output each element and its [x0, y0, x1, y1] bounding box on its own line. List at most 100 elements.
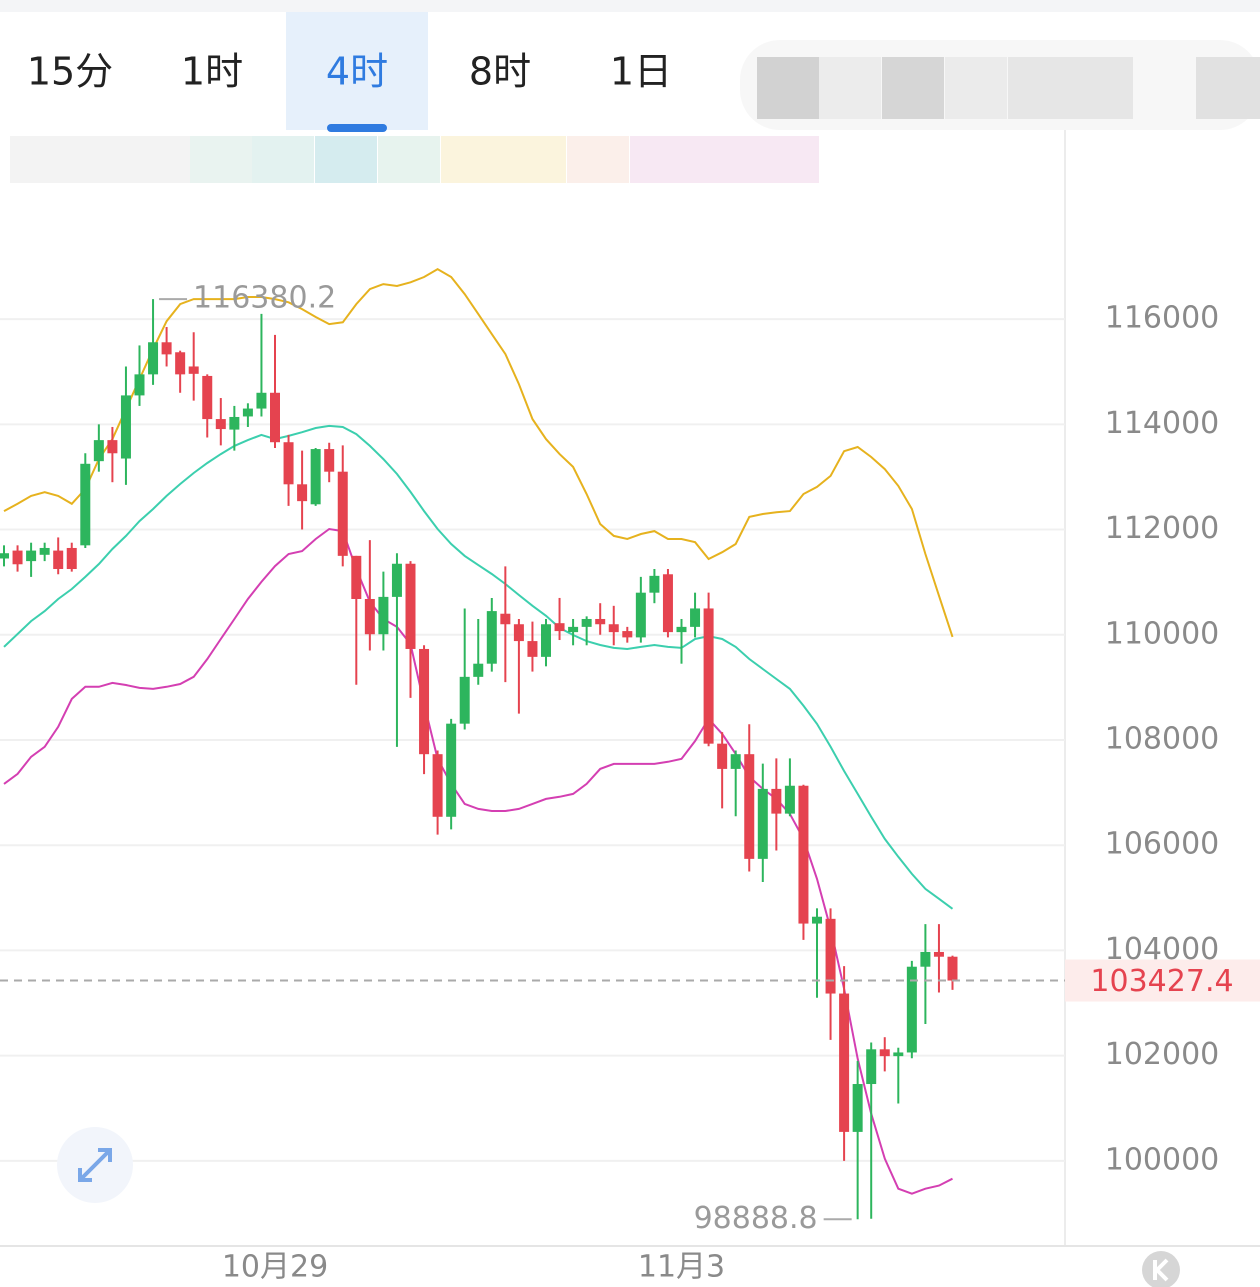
candle-body — [26, 550, 37, 562]
candle-body — [757, 788, 768, 859]
blurred-area — [10, 40, 1260, 183]
y-tick-label: 108000 — [1105, 721, 1220, 756]
candle-body — [215, 419, 226, 430]
candle-body — [0, 553, 9, 559]
candle-body — [432, 754, 443, 817]
candle-body — [337, 471, 348, 556]
y-tick-label: 110000 — [1105, 616, 1220, 651]
candle-body — [459, 676, 470, 724]
candle-body — [120, 395, 131, 459]
tab[interactable]: 8时 — [469, 50, 531, 94]
candle-body — [229, 416, 240, 430]
candle-body — [568, 626, 579, 633]
candle-body — [256, 392, 267, 409]
candle-body — [893, 1052, 904, 1057]
candle-body — [825, 918, 836, 994]
candle-body — [80, 463, 91, 546]
candle-body — [473, 663, 484, 677]
candle-body — [378, 596, 389, 635]
candle-body — [649, 575, 660, 593]
candle-body — [283, 442, 294, 485]
candle-body — [419, 648, 430, 755]
y-tick-label: 102000 — [1105, 1037, 1220, 1072]
last-price-bg — [1065, 959, 1260, 1002]
max-label: 116380.2 — [193, 281, 336, 316]
candle-body — [784, 785, 795, 814]
candle-body — [161, 342, 172, 355]
candle-body — [703, 608, 714, 744]
tab[interactable]: 1时 — [181, 50, 243, 94]
candle-body — [622, 631, 633, 638]
candle-body — [906, 966, 917, 1053]
candle-body — [202, 375, 213, 420]
min-label: 98888.8 — [694, 1201, 818, 1236]
tab-label: 1时 — [181, 50, 243, 94]
candle-body — [134, 374, 145, 396]
candle-body — [947, 956, 958, 981]
candle-body — [391, 563, 402, 597]
y-tick-label: 114000 — [1105, 406, 1220, 441]
candle-body — [676, 626, 687, 633]
tab-label: 15分 — [27, 50, 113, 94]
candle-body — [93, 440, 104, 462]
y-tick-label: 116000 — [1105, 301, 1220, 336]
candle-body — [635, 592, 646, 638]
tab-label: 8时 — [469, 50, 531, 94]
candle-body — [920, 951, 931, 967]
kline-toggle[interactable] — [1142, 1251, 1180, 1287]
candle-body — [730, 754, 741, 769]
candle-body — [107, 440, 118, 454]
candle-body — [513, 624, 524, 642]
tab[interactable]: 4时 — [286, 12, 428, 132]
tab-label: 1日 — [610, 50, 672, 94]
candle-body — [527, 641, 538, 657]
tab[interactable]: 15分 — [27, 50, 113, 94]
candle-body — [188, 366, 199, 374]
candle-body — [852, 1084, 863, 1132]
candle-body — [541, 624, 551, 657]
candle-body — [595, 618, 606, 625]
tab[interactable]: 1日 — [610, 50, 672, 94]
candle-body — [364, 598, 375, 635]
candle-body — [798, 785, 809, 924]
candle-body — [175, 352, 186, 375]
tab-underline — [327, 124, 387, 132]
candle-body — [148, 342, 159, 375]
candle-body — [405, 563, 416, 649]
y-tick-label: 106000 — [1105, 827, 1220, 862]
candle-body — [324, 449, 335, 472]
candle-body — [581, 618, 592, 627]
candle-body — [66, 547, 77, 570]
y-tick-label: 100000 — [1105, 1142, 1220, 1177]
candle-body — [297, 484, 308, 502]
candle-body — [486, 611, 497, 664]
candle-body — [39, 547, 50, 555]
tab-highlight — [286, 12, 428, 130]
candle-body — [242, 408, 253, 417]
candle-body — [812, 916, 822, 924]
candle-body — [310, 449, 321, 505]
band-line — [3, 527, 953, 1195]
x-tick-label: 11月3 — [638, 1250, 725, 1285]
band-line — [3, 424, 954, 910]
y-tick-label: 112000 — [1105, 511, 1220, 546]
candle-body — [446, 723, 457, 817]
expand-button[interactable] — [57, 1127, 133, 1203]
candle-body — [12, 550, 23, 565]
candle-body — [933, 951, 944, 957]
x-tick-label: 10月29 — [222, 1250, 328, 1285]
candle-body — [608, 624, 619, 633]
candle-body — [53, 550, 64, 570]
band-line — [3, 267, 954, 638]
candle-body — [839, 993, 850, 1132]
candle-body — [662, 574, 673, 633]
candle-body — [500, 613, 511, 625]
candlestick-chart: 1000001020001040001060001080001100001120… — [0, 267, 1260, 1285]
candle-body — [690, 608, 701, 627]
timeframe-tabs: 15分 1时 4时 8时 1日 — [27, 12, 672, 132]
candle-body — [270, 392, 280, 443]
candle-body — [351, 555, 362, 599]
candle-body — [744, 754, 755, 859]
tab-label: 4时 — [326, 50, 388, 94]
